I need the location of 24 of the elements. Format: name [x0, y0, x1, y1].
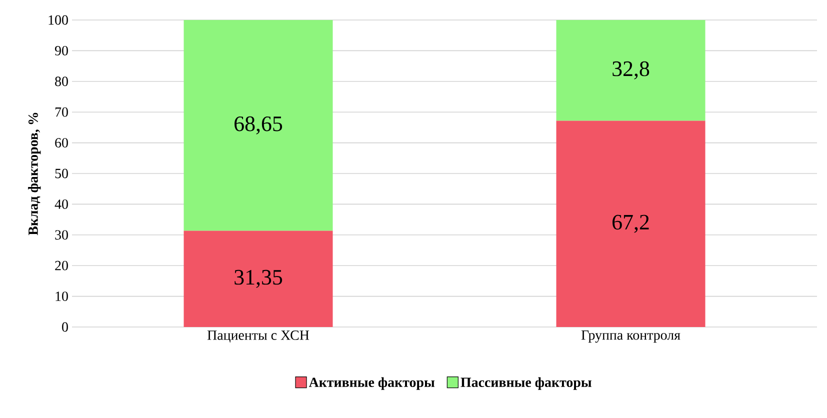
y-tick-label: 30	[55, 230, 68, 240]
y-tick-label: 40	[54, 199, 68, 209]
y-tick-label: 100	[48, 15, 68, 25]
data-label: 68,65	[234, 116, 282, 134]
bar	[556, 120, 706, 327]
legend-label: Пассивные факторы	[460, 377, 592, 390]
y-tick-label: 80	[55, 76, 68, 86]
bar	[184, 20, 333, 231]
y-tick-label: 70	[55, 107, 68, 117]
y-tick-label: 10	[56, 292, 68, 302]
data-label: 67,2	[612, 214, 649, 233]
y-tick-label: 50	[55, 168, 68, 178]
legend-label: Активные факторы	[308, 377, 435, 390]
y-tick-label: 0	[62, 322, 68, 332]
y-tick-label: 90	[54, 46, 68, 56]
data-label: 31,35	[234, 270, 282, 288]
data-label: 32,8	[612, 61, 650, 80]
x-tick-label: Пациенты с ХСН	[207, 330, 310, 342]
y-axis-title: Вклад факторов, %	[28, 112, 41, 236]
y-tick-label: 20	[55, 260, 68, 270]
bar	[556, 20, 706, 121]
bar	[184, 230, 333, 327]
y-tick-label: 60	[55, 138, 68, 148]
x-tick-label: Группа контроля	[581, 330, 680, 343]
